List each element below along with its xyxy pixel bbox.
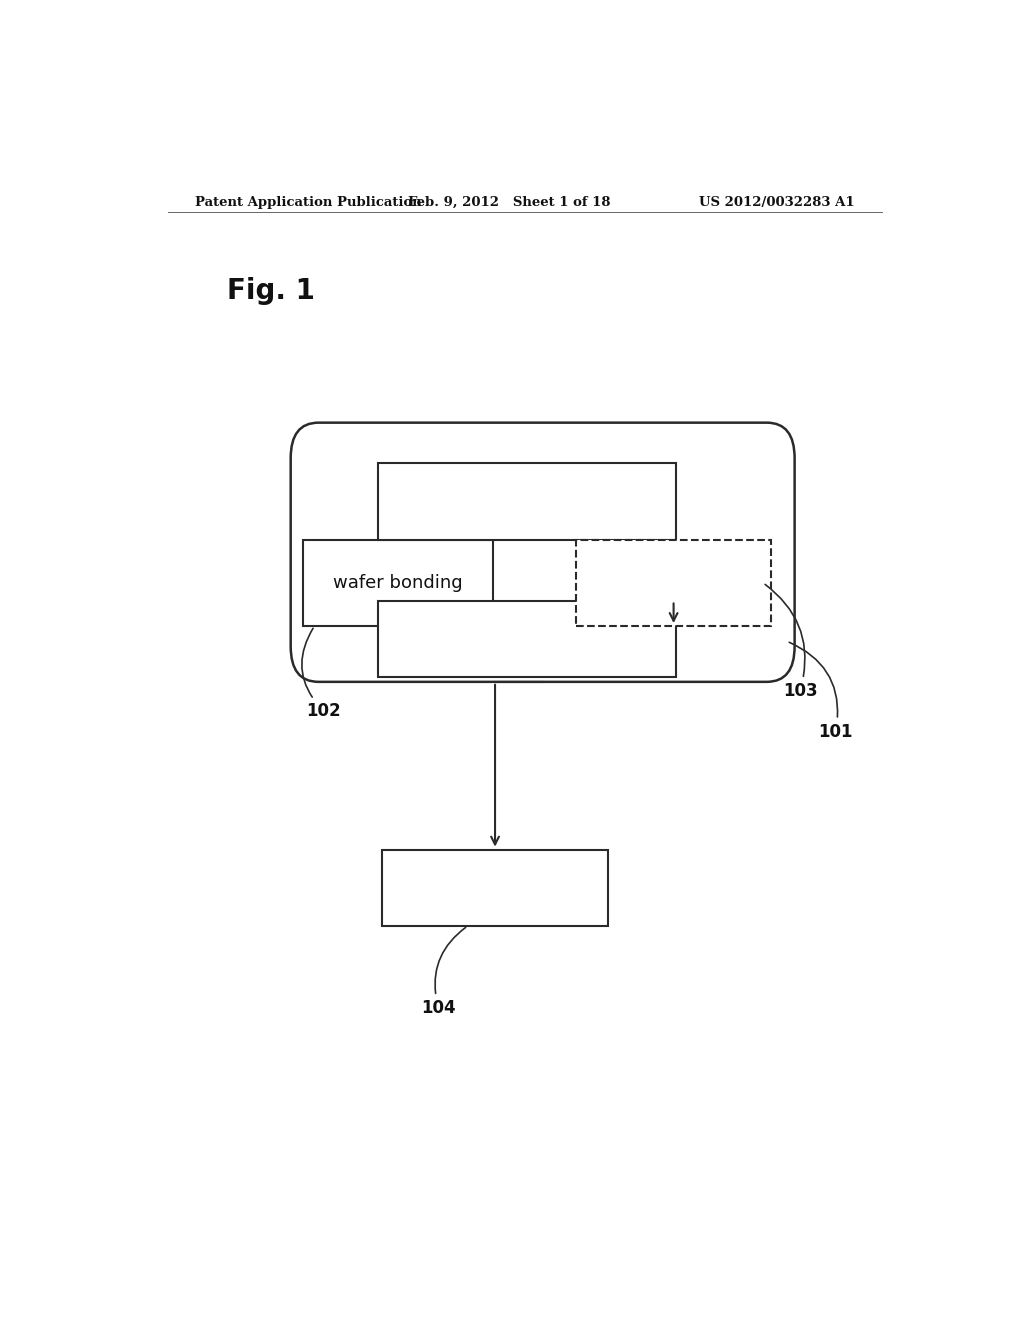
Text: US 2012/0032283 A1: US 2012/0032283 A1 — [698, 195, 854, 209]
Text: Patent Application Publication: Patent Application Publication — [196, 195, 422, 209]
Text: 101: 101 — [790, 643, 853, 741]
FancyBboxPatch shape — [382, 850, 608, 925]
Text: wafer bonding: wafer bonding — [333, 574, 463, 591]
Text: 102: 102 — [302, 628, 341, 721]
FancyBboxPatch shape — [291, 422, 795, 682]
Text: 103: 103 — [765, 585, 817, 700]
FancyBboxPatch shape — [303, 540, 494, 626]
Text: Fig. 1: Fig. 1 — [227, 276, 315, 305]
Text: Feb. 9, 2012   Sheet 1 of 18: Feb. 9, 2012 Sheet 1 of 18 — [408, 195, 610, 209]
Text: 104: 104 — [421, 928, 466, 1016]
FancyBboxPatch shape — [577, 540, 771, 626]
FancyBboxPatch shape — [378, 463, 676, 540]
FancyBboxPatch shape — [378, 601, 676, 677]
